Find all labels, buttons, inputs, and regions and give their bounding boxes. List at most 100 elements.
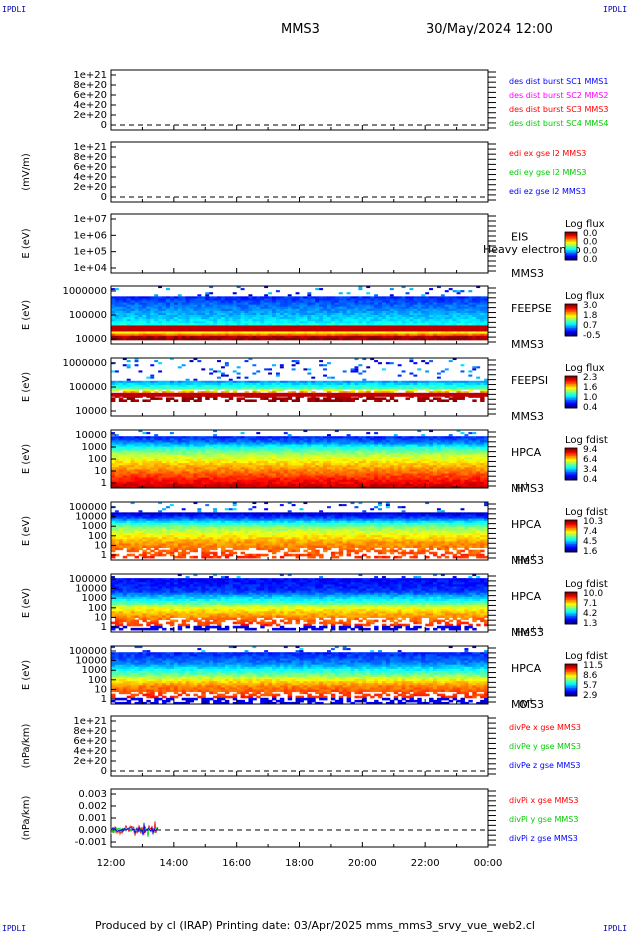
spectrogram-cell [193, 319, 198, 322]
spectrogram-cell [287, 454, 293, 458]
spectrogram-cell [244, 382, 249, 386]
spectrogram-cell [232, 298, 238, 301]
spectrogram-cell [209, 298, 214, 301]
spectrogram-cell [130, 296, 136, 299]
spectrogram-cell [111, 333, 116, 337]
spectrogram-cell [456, 321, 462, 324]
spectrogram-cell [154, 446, 159, 450]
spectrogram-cell [323, 436, 328, 439]
spectrogram-cell [248, 337, 253, 341]
spectrogram-cell [142, 477, 147, 481]
spectrogram-cell [405, 384, 410, 388]
spectrogram-cell [381, 459, 387, 462]
spectrogram-cell [236, 465, 242, 468]
spectrogram-cell [330, 448, 336, 452]
spectrogram-cell [122, 321, 128, 324]
spectrogram-cell [252, 473, 257, 477]
spectrogram-cell [279, 465, 285, 468]
spectrogram-cell [252, 463, 257, 466]
spectrogram-cell [181, 321, 187, 324]
spectrogram-cell [350, 323, 355, 326]
spectrogram-cell [295, 296, 300, 299]
spectrogram-cell [264, 382, 269, 386]
spectrogram-cell [224, 454, 230, 458]
spectrogram-cell [385, 304, 391, 308]
spectrogram-cell [130, 389, 136, 392]
spectrogram-cell [436, 298, 442, 301]
spectrogram-cell [260, 461, 265, 464]
spectrogram-cell [334, 475, 340, 479]
spectrogram-cell [468, 315, 473, 318]
spectrogram-cell [374, 319, 379, 322]
spectrogram-cell [275, 475, 281, 479]
spectrogram-cell [240, 306, 246, 310]
spectrogram-cell [224, 382, 230, 386]
spectrogram-cell [374, 333, 379, 337]
spectrogram-cell [417, 319, 422, 322]
spectrogram-cell [330, 302, 336, 306]
spectrogram-cell [114, 304, 120, 308]
spectrogram-cell [173, 440, 179, 443]
spectrogram-cell [362, 317, 367, 320]
spectrogram-cell [354, 446, 359, 450]
spectrogram-cell [260, 473, 265, 477]
spectrogram-cell [224, 321, 230, 324]
spectrogram-cell [268, 456, 273, 460]
spectrogram-cell [417, 382, 422, 386]
spectrogram-cell [268, 300, 273, 304]
spectrogram-cell [385, 463, 391, 466]
spectrogram-cell [358, 308, 363, 312]
spectrogram-cell [185, 446, 191, 450]
spectrogram-cell [385, 384, 391, 388]
spectrogram-cell [326, 376, 331, 379]
colorbar-segment [565, 251, 577, 254]
spectrogram-cell [228, 461, 234, 464]
spectrogram-cell [362, 452, 367, 456]
spectrogram-cell [244, 380, 249, 384]
spectrogram-cell [134, 444, 139, 448]
spectrogram-cell [150, 452, 155, 456]
spectrogram-cell [150, 337, 155, 341]
spectrogram-cell [256, 302, 261, 306]
spectrogram-cell [232, 475, 238, 479]
spectrogram-cell [425, 319, 430, 322]
spectrogram-cell [342, 298, 348, 301]
spectrogram-cell [311, 485, 316, 489]
spectrogram-cell [268, 452, 273, 456]
spectrogram-cell [205, 471, 210, 474]
spectrogram-cell [224, 448, 230, 452]
spectrogram-cell [295, 333, 300, 337]
spectrogram-cell [480, 391, 485, 394]
spectrogram-cell [464, 387, 469, 390]
spectrogram-cell [256, 469, 261, 472]
spectrogram-cell [307, 337, 312, 341]
spectrogram-cell [177, 321, 183, 324]
spectrogram-cell [264, 323, 269, 326]
spectrogram-cell [224, 331, 230, 335]
spectrogram-cell [397, 364, 402, 367]
spectrogram-cell [252, 310, 257, 314]
spectrogram-cell [158, 471, 163, 474]
spectrogram-cell [323, 442, 328, 445]
spectrogram-cell [433, 391, 438, 394]
spectrogram-cell [248, 312, 253, 316]
spectrogram-cell [385, 308, 391, 312]
spectrogram-cell [252, 438, 257, 441]
spectrogram-cell [330, 450, 336, 454]
spectrogram-cell [291, 304, 297, 308]
spectrogram-cell [177, 382, 183, 386]
spectrogram-cell [118, 469, 124, 472]
spectrogram-cell [154, 397, 159, 400]
spectrogram-cell [244, 444, 249, 448]
spectrogram-cell [319, 302, 324, 306]
spectrogram-cell [142, 302, 147, 306]
spectrogram-cell [346, 397, 352, 400]
spectrogram-cell [287, 391, 293, 394]
spectrogram-cell [240, 479, 246, 483]
spectrogram-cell [362, 378, 367, 381]
spectrogram-cell [173, 308, 179, 312]
spectrogram-cell [299, 442, 304, 445]
spectrogram-cell [248, 321, 253, 324]
spectrogram-cell [177, 456, 183, 460]
spectrogram-cell [366, 446, 371, 450]
